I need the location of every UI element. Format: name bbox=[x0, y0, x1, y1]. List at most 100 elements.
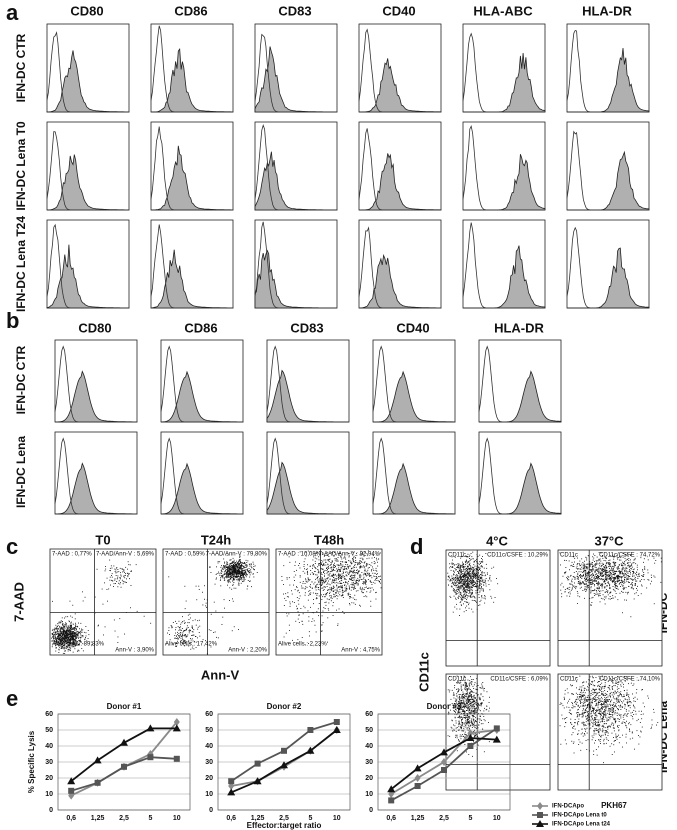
event-dot bbox=[590, 587, 591, 588]
event-dot bbox=[97, 569, 98, 570]
event-dot bbox=[621, 591, 622, 592]
event-dot bbox=[630, 559, 631, 560]
event-dot bbox=[458, 564, 459, 565]
event-dot bbox=[326, 602, 327, 603]
event-dot bbox=[227, 569, 228, 570]
event-dot bbox=[68, 637, 69, 638]
event-dot bbox=[602, 588, 603, 589]
event-dot bbox=[597, 587, 598, 588]
event-dot bbox=[150, 623, 151, 624]
event-dot bbox=[587, 586, 588, 587]
event-dot bbox=[234, 626, 235, 627]
event-dot bbox=[596, 592, 597, 593]
event-dot bbox=[635, 573, 636, 574]
event-dot bbox=[175, 629, 176, 630]
event-dot bbox=[181, 622, 182, 623]
event-dot bbox=[328, 559, 329, 560]
event-dot bbox=[237, 564, 238, 565]
event-dot bbox=[588, 573, 589, 574]
event-dot bbox=[329, 561, 330, 562]
event-dot bbox=[119, 580, 120, 581]
event-dot bbox=[327, 586, 328, 587]
event-dot bbox=[592, 590, 593, 591]
event-dot bbox=[372, 558, 373, 559]
event-dot bbox=[372, 567, 373, 568]
event-dot bbox=[584, 589, 585, 590]
event-dot bbox=[318, 589, 319, 590]
event-dot bbox=[634, 599, 635, 600]
event-dot bbox=[635, 581, 636, 582]
histogram-open bbox=[151, 127, 233, 210]
event-dot bbox=[322, 561, 323, 562]
event-dot bbox=[603, 575, 604, 576]
event-dot bbox=[224, 608, 225, 609]
event-dot bbox=[611, 598, 612, 599]
event-dot bbox=[75, 623, 76, 624]
event-dot bbox=[328, 566, 329, 567]
event-dot bbox=[322, 615, 323, 616]
event-dot bbox=[343, 582, 344, 583]
event-dot bbox=[84, 639, 85, 640]
event-dot bbox=[577, 568, 578, 569]
event-dot bbox=[560, 585, 561, 586]
event-dot bbox=[78, 650, 79, 651]
event-dot bbox=[68, 649, 69, 650]
event-dot bbox=[621, 563, 622, 564]
event-dot bbox=[462, 562, 463, 563]
event-dot bbox=[343, 558, 344, 559]
event-dot bbox=[246, 567, 247, 568]
event-dot bbox=[68, 628, 69, 629]
event-dot bbox=[570, 592, 571, 593]
event-dot bbox=[355, 560, 356, 561]
event-dot bbox=[462, 599, 463, 600]
event-dot bbox=[192, 631, 193, 632]
event-dot bbox=[362, 588, 363, 589]
event-dot bbox=[325, 587, 326, 588]
event-dot bbox=[220, 577, 221, 578]
event-dot bbox=[627, 593, 628, 594]
event-dot bbox=[350, 566, 351, 567]
dot-plot: 7-AAD : 0,59%7-AAD/Ann-V : 79,80%Alive c… bbox=[163, 549, 269, 655]
event-dot bbox=[229, 600, 230, 601]
event-dot bbox=[322, 574, 323, 575]
event-dot bbox=[347, 583, 348, 584]
event-dot bbox=[345, 564, 346, 565]
event-dot bbox=[244, 562, 245, 563]
axis-label: 7-AAD bbox=[11, 582, 26, 622]
event-dot bbox=[316, 611, 317, 612]
event-dot bbox=[58, 628, 59, 629]
event-dot bbox=[235, 576, 236, 577]
event-dot bbox=[233, 562, 234, 563]
event-dot bbox=[598, 563, 599, 564]
event-dot bbox=[59, 639, 60, 640]
event-dot bbox=[322, 577, 323, 578]
event-dot bbox=[607, 577, 608, 578]
quadrant-label: Ann-V : 2,20% bbox=[228, 648, 267, 654]
event-dot bbox=[452, 581, 453, 582]
event-dot bbox=[346, 571, 347, 572]
event-dot bbox=[327, 569, 328, 570]
event-dot bbox=[586, 590, 587, 591]
event-dot bbox=[211, 614, 212, 615]
event-dot bbox=[300, 575, 301, 576]
event-dot bbox=[585, 572, 586, 573]
event-dot bbox=[605, 587, 606, 588]
event-dot bbox=[602, 585, 603, 586]
event-dot bbox=[232, 567, 233, 568]
event-dot bbox=[216, 574, 217, 575]
event-dot bbox=[586, 573, 587, 574]
event-dot bbox=[486, 568, 487, 569]
event-dot bbox=[98, 626, 99, 627]
event-dot bbox=[326, 568, 327, 569]
event-dot bbox=[348, 594, 349, 595]
event-dot bbox=[216, 637, 217, 638]
event-dot bbox=[195, 636, 196, 637]
histogram-open bbox=[567, 31, 649, 113]
event-dot bbox=[334, 579, 335, 580]
event-dot bbox=[622, 576, 623, 577]
event-dot bbox=[344, 568, 345, 569]
event-dot bbox=[56, 634, 57, 635]
event-dot bbox=[116, 568, 117, 569]
event-dot bbox=[633, 569, 634, 570]
event-dot bbox=[588, 582, 589, 583]
